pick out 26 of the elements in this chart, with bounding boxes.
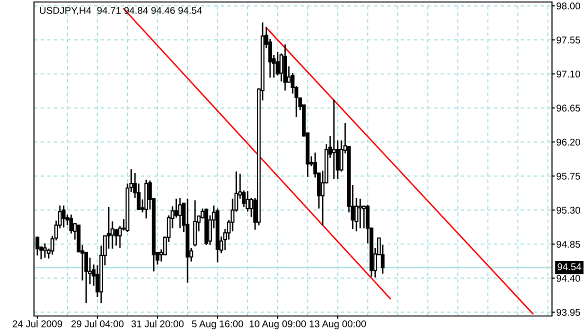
y-tick-label: 93.95 [556, 308, 580, 316]
x-tick-label: 13 Aug 00:00 [310, 320, 366, 330]
x-tick-label: 24 Jul 2009 [12, 320, 62, 328]
ref-line-label: 94.54 [558, 263, 582, 270]
x-tick-label: 31 Jul 20:00 [131, 320, 184, 328]
y-tick-label: 97.55 [556, 36, 580, 44]
x-tick-label: 10 Aug 09:00 [250, 320, 306, 330]
x-tick-label: 29 Jul 04:00 [71, 320, 124, 328]
candlestick [43, 242, 47, 258]
y-tick-label: 94.85 [556, 240, 580, 248]
candlestick [193, 200, 197, 248]
candlestick [332, 98, 336, 180]
candlestick [69, 214, 74, 234]
y-tick-label: 96.20 [556, 138, 580, 146]
y-tick-label: 98.00 [556, 2, 580, 10]
candlestick [246, 190, 250, 212]
x-tick-label: 5 Aug 16:00 [192, 320, 244, 330]
candlestick [174, 198, 178, 218]
y-tick-label: 95.75 [556, 172, 580, 180]
candlestick [358, 198, 362, 229]
y-tick-label: 96.65 [556, 104, 580, 112]
candlestick [62, 204, 66, 228]
candlestick [178, 197, 182, 229]
y-tick-label: 97.10 [556, 70, 580, 78]
y-tick-label: 95.30 [556, 206, 580, 214]
y-tick-label: 94.40 [556, 274, 580, 282]
